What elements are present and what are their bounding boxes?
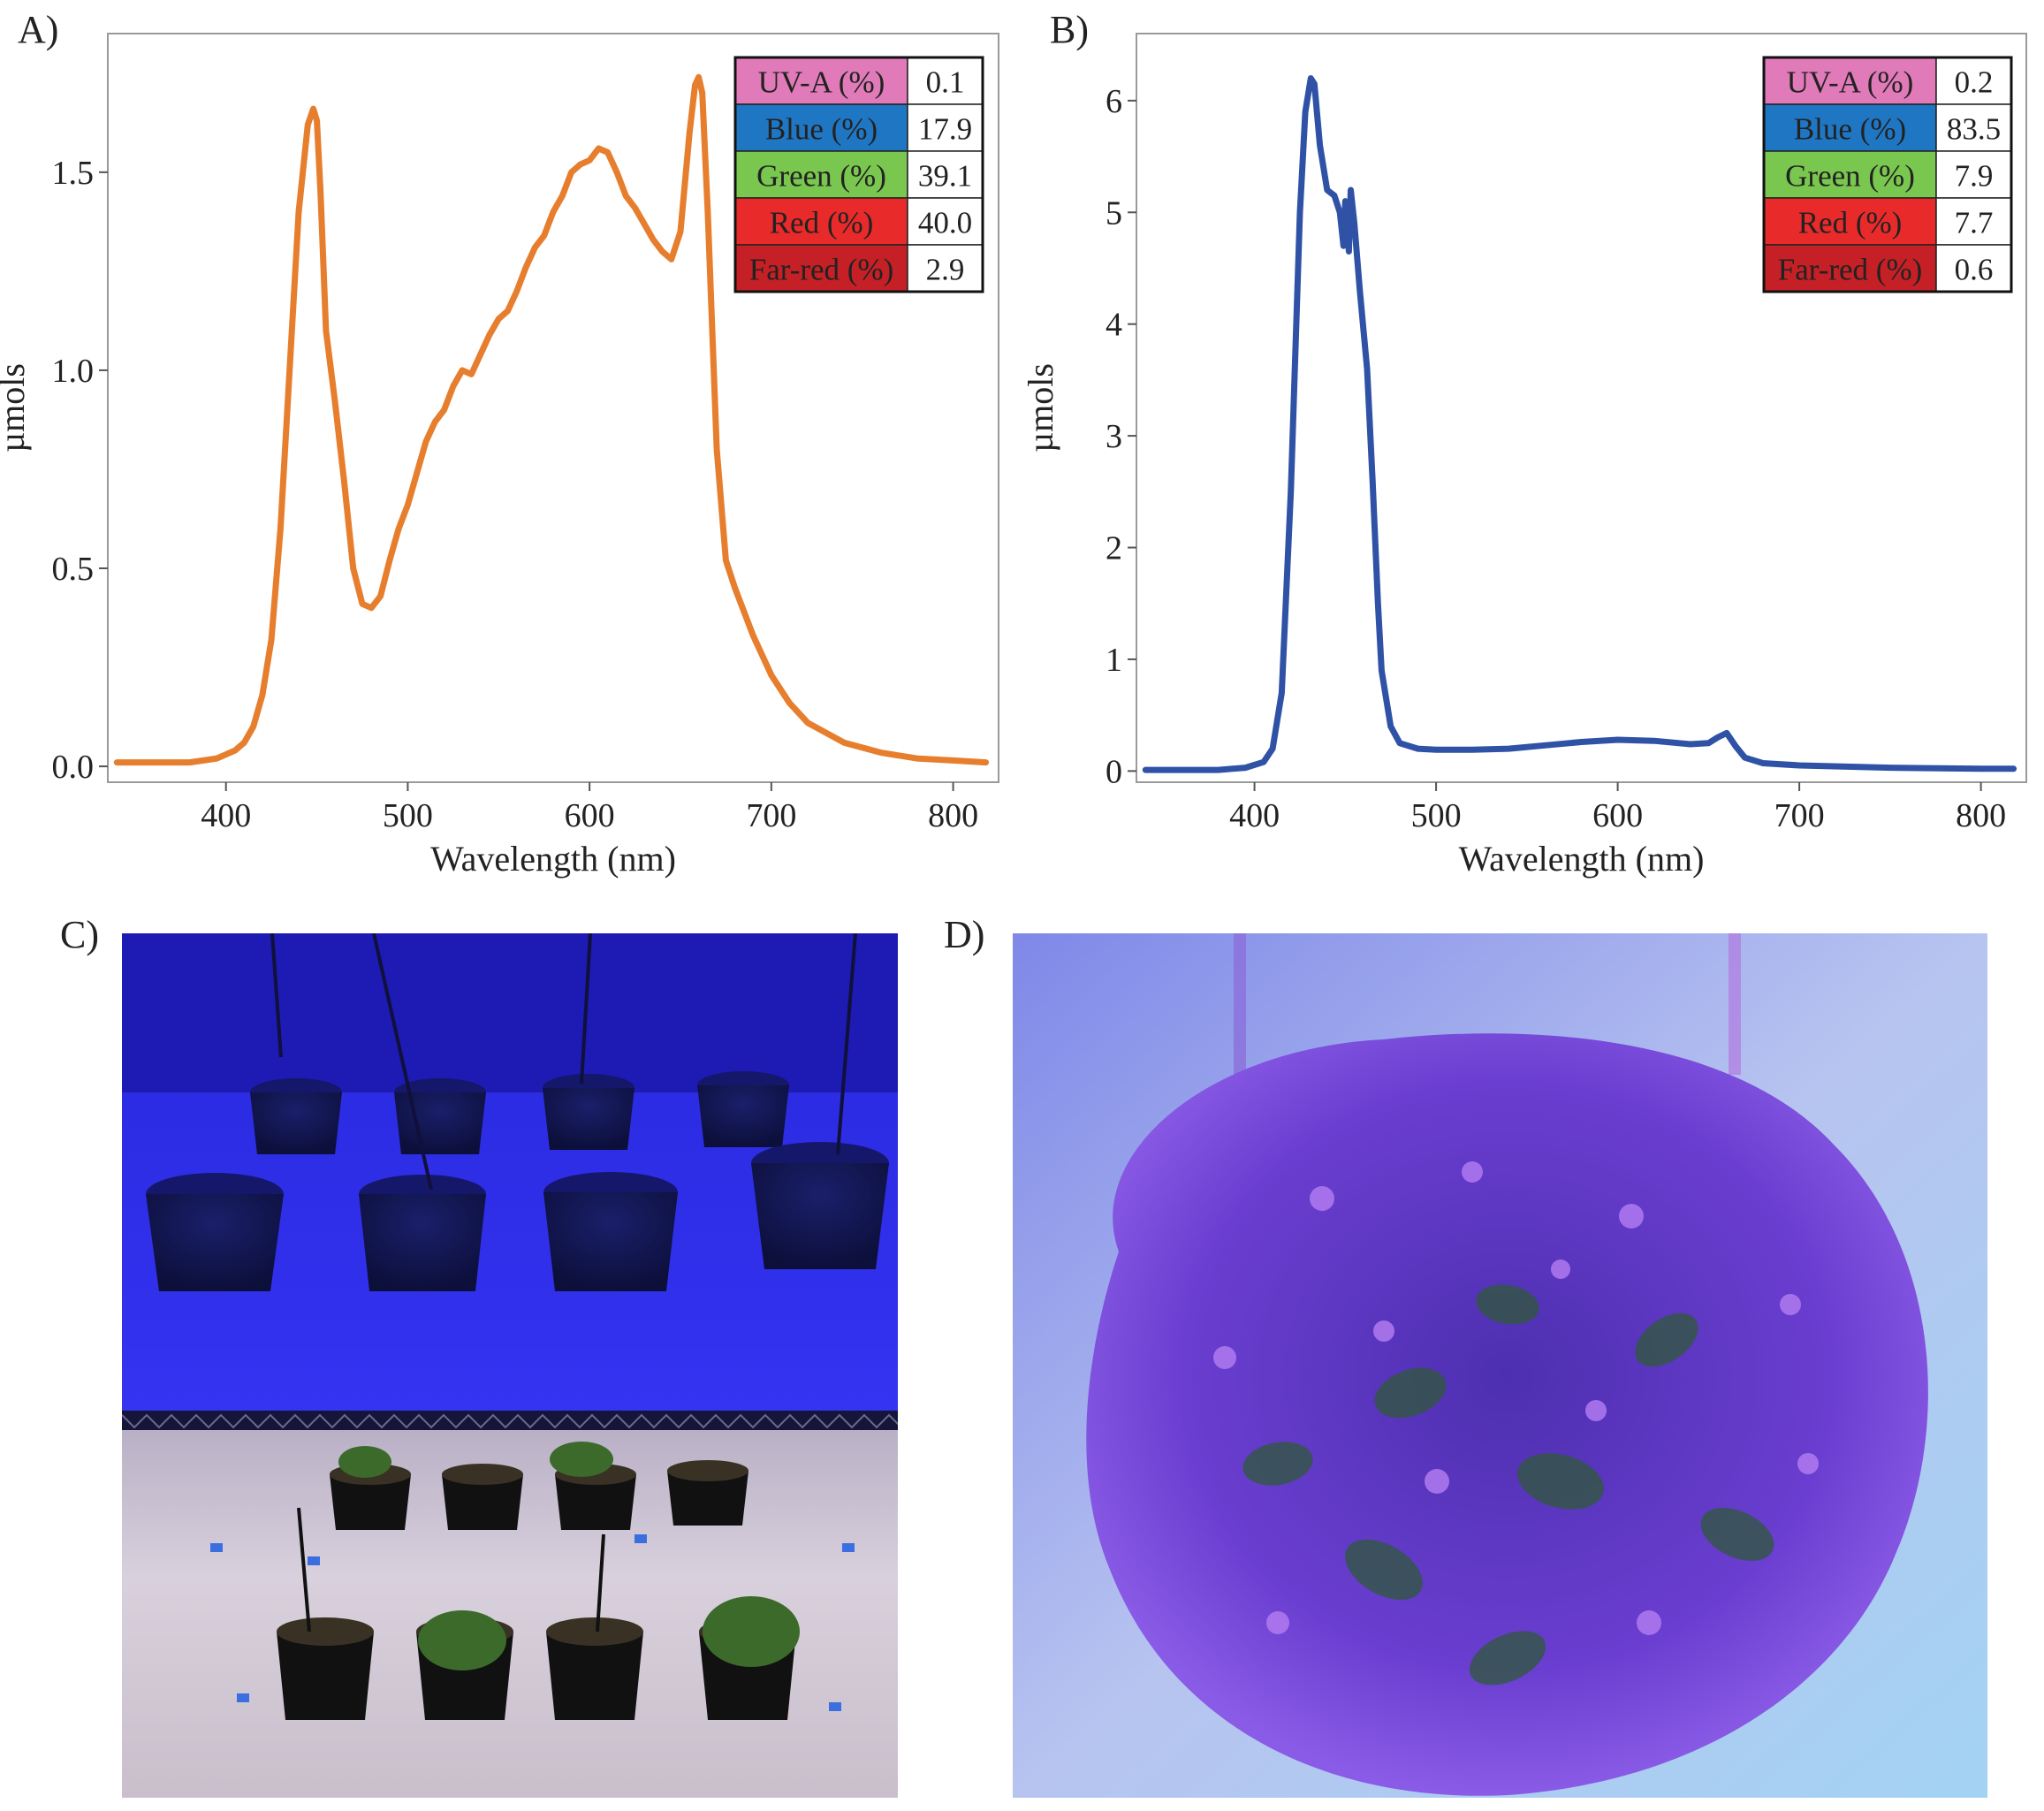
table-label: Blue (%) [1794,112,1906,147]
x-tick-label: 600 [1592,797,1643,834]
table-label-cell [1763,57,1937,105]
table-value: 0.1 [926,65,965,100]
table-label: Far-red (%) [1778,253,1923,287]
table-label: UV-A (%) [1787,65,1914,100]
y-tick-label: 0.5 [52,551,95,588]
photo-plants-blue-and-white-light [122,933,898,1798]
y-tick-label: 4 [1106,307,1122,344]
table-value: 7.9 [1955,159,1994,194]
table-value: 39.1 [918,159,972,194]
table-label: Green (%) [1785,159,1915,194]
table-label: Red (%) [770,206,874,240]
x-axis-label: Wavelength (nm) [430,839,676,879]
panel-b-letter: B) [1050,8,1089,51]
table-value: 0.6 [1955,253,1994,287]
blue-pots [146,1071,889,1291]
y-tick-label: 0 [1106,753,1122,790]
table-border [733,56,984,293]
x-tick-label: 400 [201,797,251,834]
x-tick-label: 400 [1229,797,1280,834]
y-tick-label: 3 [1106,418,1122,455]
x-tick-label: 700 [1774,797,1825,834]
table-border [1762,56,2013,293]
y-tick-label: 1.0 [52,353,95,390]
y-tick-label: 1.5 [52,155,95,192]
y-tick-label: 6 [1106,83,1122,120]
table-label-cell [1763,103,1937,152]
spectrum-line [1142,75,2017,773]
y-axis-label: µmols [0,363,32,453]
x-tick-label: 500 [1411,797,1462,834]
table-label: Green (%) [756,159,886,194]
table-value-cell [907,197,984,246]
photo-d-illustration [1013,933,1987,1798]
photo-plant-purple-light [1013,933,1987,1798]
table-label: Blue (%) [765,112,878,147]
table-label: UV-A (%) [758,65,885,100]
table-value: 0.2 [1955,65,1994,100]
x-tick-label: 800 [1956,797,2006,834]
panel-c-letter: C) [60,913,99,956]
table-value: 40.0 [918,206,972,240]
x-tick-label: 700 [746,797,796,834]
table-value: 2.9 [926,253,965,287]
y-tick-label: 0.0 [52,749,95,786]
spectrum-chart-b: 400 500 600 700 800 0 1 2 3 4 5 6 Wavelength (nm) µmo… [1021,33,2027,879]
x-axis-label: Wavelength (nm) [1459,839,1705,879]
table-value: 7.7 [1955,206,1994,240]
table-label-cell [1763,197,1937,246]
y-tick-label: 2 [1106,530,1122,567]
spectrum-chart-a: 400 500 600 700 800 0.0 0.5 1.0 1.5 Wavelength (n… [0,33,999,879]
table-value-cell [907,103,984,152]
x-tick-label: 800 [928,797,978,834]
table-value: 17.9 [918,112,972,147]
photo-c-illustration [122,933,898,1798]
y-tick-label: 1 [1106,642,1122,679]
table-value-cell [907,150,984,199]
panel-a-letter: A) [18,8,59,51]
table-label: Far-red (%) [749,253,894,287]
table-value-cell [907,57,984,105]
plot-frame [1136,33,2027,783]
table-label-cell [1763,150,1937,199]
panel-d-letter: D) [944,913,985,956]
spectrum-line [113,73,990,766]
table-label: Red (%) [1798,206,1903,240]
table-value: 83.5 [1947,112,2001,147]
plot-frame [107,33,999,783]
y-axis-label: µmols [1021,363,1060,453]
table-value-cell [907,244,984,293]
y-tick-label: 5 [1106,194,1122,232]
x-tick-label: 500 [383,797,433,834]
x-tick-label: 600 [565,797,615,834]
